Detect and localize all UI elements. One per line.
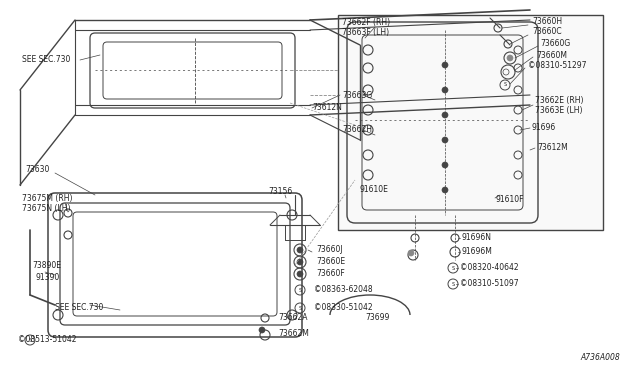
Text: 91696M: 91696M bbox=[462, 247, 493, 257]
Circle shape bbox=[442, 162, 448, 168]
Text: 73675N (LH): 73675N (LH) bbox=[22, 203, 70, 212]
Circle shape bbox=[442, 62, 448, 68]
Text: S: S bbox=[298, 288, 301, 292]
Bar bbox=[338, 15, 603, 230]
Text: 73660M: 73660M bbox=[536, 51, 567, 60]
Text: 73660H: 73660H bbox=[532, 17, 562, 26]
Circle shape bbox=[442, 187, 448, 193]
Text: ©08310-51297: ©08310-51297 bbox=[528, 61, 586, 71]
Text: 73612M: 73612M bbox=[537, 144, 568, 153]
Text: 73612N: 73612N bbox=[312, 103, 342, 112]
Text: 73662H: 73662H bbox=[342, 125, 372, 135]
Circle shape bbox=[297, 271, 303, 277]
Text: 73662A: 73662A bbox=[278, 314, 307, 323]
Text: 73660E: 73660E bbox=[316, 257, 345, 266]
Text: 73630: 73630 bbox=[25, 166, 49, 174]
Text: 91610F: 91610F bbox=[495, 196, 524, 205]
Text: 73663F (LH): 73663F (LH) bbox=[342, 28, 389, 36]
Text: S: S bbox=[451, 282, 454, 286]
Text: SEE SEC.730: SEE SEC.730 bbox=[22, 55, 70, 64]
Circle shape bbox=[297, 247, 303, 253]
Text: 73662E (RH): 73662E (RH) bbox=[535, 96, 584, 105]
Circle shape bbox=[259, 327, 265, 333]
Text: 73662F (RH): 73662F (RH) bbox=[342, 17, 390, 26]
Text: ©08320-40642: ©08320-40642 bbox=[460, 263, 518, 273]
Text: 73662M: 73662M bbox=[278, 328, 309, 337]
Text: 91696: 91696 bbox=[532, 124, 556, 132]
Text: 73675M (RH): 73675M (RH) bbox=[22, 193, 72, 202]
Circle shape bbox=[297, 259, 303, 265]
Text: ©08330-51042: ©08330-51042 bbox=[314, 304, 372, 312]
Text: 73660J: 73660J bbox=[316, 246, 342, 254]
Circle shape bbox=[442, 87, 448, 93]
Text: 73663G: 73663G bbox=[342, 90, 372, 99]
Text: S: S bbox=[504, 83, 507, 87]
Text: 91610E: 91610E bbox=[360, 186, 389, 195]
Text: 73890E: 73890E bbox=[32, 260, 61, 269]
Text: S: S bbox=[298, 305, 301, 311]
Text: 73663E (LH): 73663E (LH) bbox=[535, 106, 582, 115]
Text: SEE SEC.730: SEE SEC.730 bbox=[55, 304, 104, 312]
Text: S: S bbox=[451, 266, 454, 270]
Circle shape bbox=[507, 55, 513, 61]
Text: 73699: 73699 bbox=[365, 314, 389, 323]
Text: A736A008: A736A008 bbox=[580, 353, 620, 362]
Circle shape bbox=[442, 137, 448, 143]
Text: 73660C: 73660C bbox=[532, 28, 562, 36]
Text: 73660G: 73660G bbox=[540, 38, 570, 48]
Text: ©08513-51042: ©08513-51042 bbox=[18, 336, 77, 344]
Circle shape bbox=[442, 112, 448, 118]
Text: 91696N: 91696N bbox=[462, 232, 492, 241]
Text: 73660F: 73660F bbox=[316, 269, 345, 279]
Text: ©08363-62048: ©08363-62048 bbox=[314, 285, 372, 295]
Text: 73156: 73156 bbox=[268, 187, 292, 196]
Text: ©08310-51097: ©08310-51097 bbox=[460, 279, 518, 289]
Circle shape bbox=[408, 250, 414, 256]
Text: S: S bbox=[28, 337, 31, 343]
Text: 91390: 91390 bbox=[35, 273, 60, 282]
